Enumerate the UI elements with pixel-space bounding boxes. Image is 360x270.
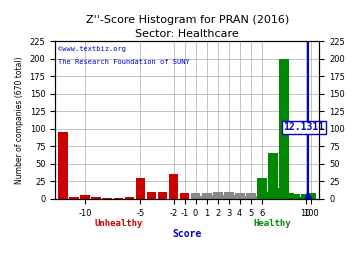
Bar: [168, 174, 179, 199]
Title: Z''-Score Histogram for PRAN (2016)
Sector: Healthcare: Z''-Score Histogram for PRAN (2016) Sect…: [86, 15, 289, 39]
Bar: [190, 193, 201, 199]
Bar: [306, 193, 316, 199]
Bar: [180, 193, 189, 199]
Bar: [290, 194, 300, 199]
X-axis label: Score: Score: [172, 229, 202, 239]
Bar: [279, 59, 289, 199]
Bar: [58, 132, 68, 199]
Bar: [284, 193, 294, 199]
Bar: [158, 192, 167, 199]
Bar: [273, 188, 283, 199]
Bar: [235, 193, 244, 199]
Bar: [257, 178, 266, 199]
Bar: [207, 195, 217, 199]
Bar: [69, 197, 79, 199]
Bar: [224, 192, 234, 199]
Bar: [135, 178, 145, 199]
Bar: [91, 197, 102, 199]
Bar: [125, 197, 134, 199]
Y-axis label: Number of companies (670 total): Number of companies (670 total): [15, 56, 24, 184]
Bar: [81, 195, 90, 199]
Text: Healthy: Healthy: [254, 219, 292, 228]
Bar: [295, 197, 305, 199]
Bar: [218, 195, 228, 199]
Text: ©www.textbiz.org: ©www.textbiz.org: [58, 46, 126, 52]
Text: Unhealthy: Unhealthy: [94, 219, 143, 228]
Bar: [103, 198, 112, 199]
Bar: [213, 192, 222, 199]
Bar: [267, 153, 278, 199]
Bar: [229, 195, 239, 199]
Bar: [113, 198, 123, 199]
Bar: [262, 192, 272, 199]
Bar: [147, 192, 157, 199]
Text: 12.1311: 12.1311: [284, 122, 325, 132]
Bar: [301, 194, 311, 199]
Bar: [202, 193, 212, 199]
Text: The Research Foundation of SUNY: The Research Foundation of SUNY: [58, 59, 190, 65]
Bar: [246, 193, 256, 199]
Bar: [196, 196, 206, 199]
Bar: [240, 196, 250, 199]
Bar: [251, 196, 261, 199]
